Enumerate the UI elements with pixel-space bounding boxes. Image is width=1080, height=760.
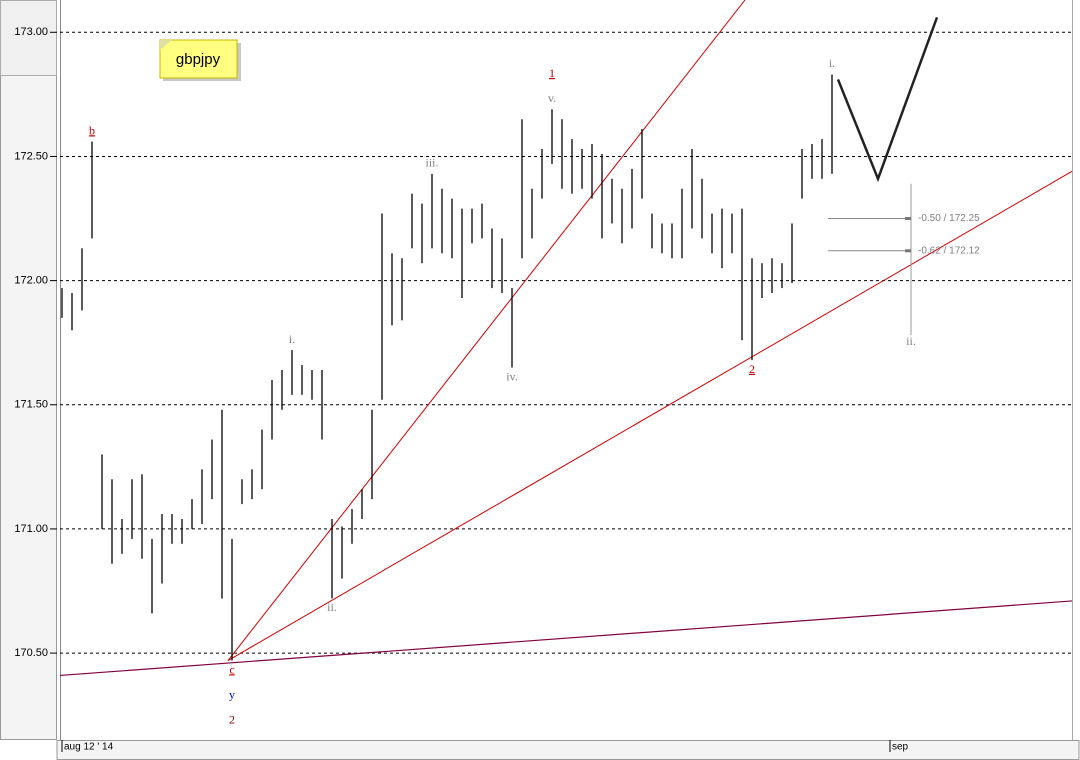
time-axis-panel	[56, 740, 1080, 760]
wave-label: 2	[749, 362, 755, 376]
wave-label: 1	[549, 66, 555, 80]
trend-line	[59, 600, 1073, 677]
wave-label: c	[229, 662, 234, 676]
wave-label: i.	[289, 332, 295, 346]
y-tick-label: 173.00	[14, 26, 48, 38]
y-tick-label: 172.00	[14, 275, 48, 287]
y-tick-label: 172.50	[14, 150, 48, 162]
sticky-note: gbpjpy	[159, 39, 241, 81]
x-tick-label: sep	[892, 742, 909, 753]
fib-level-label: -0.50 / 172.25	[918, 213, 980, 224]
wave-label: iv.	[506, 369, 518, 383]
wave-label: iii.	[425, 156, 438, 170]
fib-handle	[905, 217, 911, 221]
wave-label: v.	[548, 91, 556, 105]
y-tick-label: 171.00	[14, 523, 48, 535]
fib-label: ii.	[906, 334, 916, 348]
y-tick-label: 170.50	[14, 647, 48, 659]
note	[159, 39, 238, 79]
symbol-label: gbpjpy	[176, 51, 221, 68]
axis-corner	[0, 0, 57, 76]
x-tick-label: aug 12 ' 14	[64, 742, 114, 753]
fib-handle	[905, 249, 911, 253]
trend-line	[227, 170, 1073, 661]
trend-line	[836, 16, 939, 183]
price-axis-panel	[0, 0, 57, 740]
y-tick-label: 171.50	[14, 399, 48, 411]
wave-label: y	[229, 687, 235, 701]
wave-label: i.	[829, 56, 835, 70]
note-fold	[160, 40, 172, 50]
wave-label: ii.	[327, 600, 337, 614]
wave-label: b	[89, 123, 95, 137]
fib-level-label: -0.62 / 172.12	[918, 245, 980, 256]
trend-line	[227, 0, 746, 661]
wave-label: 2	[229, 712, 235, 726]
